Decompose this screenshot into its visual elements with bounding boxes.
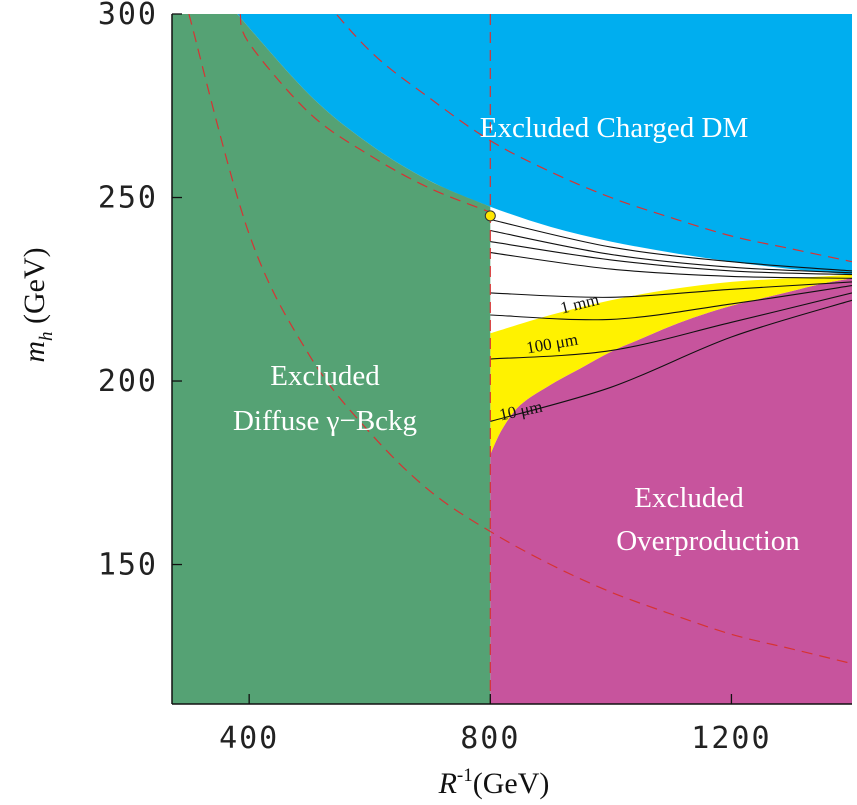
chart-labels: 400 800 1200 150 200 250 300 R-1(GeV) mh (GeV) Ex… — [18, 0, 800, 800]
y-axis-label: mh (GeV) — [18, 247, 57, 362]
x-tick-label: 400 — [219, 721, 279, 756]
lifetime-contour-5 — [490, 285, 852, 321]
charged-dm-region — [237, 14, 852, 275]
lifetime-contour-1 — [490, 229, 852, 274]
dashed-curve-1 — [239, 14, 491, 213]
lifetime-contour-2 — [490, 241, 852, 276]
region-label-overproduction-2: Overproduction — [616, 525, 800, 557]
lifetime-contour-3 — [490, 252, 852, 279]
region-label-charged-dm: Excluded Charged DM — [480, 112, 748, 144]
x-axis-label: R-1(GeV) — [438, 765, 550, 800]
y-tick-label: 200 — [98, 364, 158, 399]
plot-regions — [172, 14, 852, 704]
diffuse-gamma-region — [172, 14, 491, 704]
marker-point — [484, 210, 496, 222]
y-tick-label: 150 — [98, 548, 158, 583]
region-label-diffuse-2: Diffuse γ−Bckg — [233, 405, 417, 437]
x-tick-label: 1200 — [691, 721, 771, 756]
lifetime-contour-0 — [490, 218, 852, 272]
y-tick-label: 250 — [98, 181, 158, 216]
region-label-overproduction-1: Excluded — [634, 482, 744, 514]
lifetime-contour-4 — [490, 281, 852, 298]
x-tick-label: 800 — [460, 721, 520, 756]
lifetime-contour-7 — [490, 299, 852, 422]
overproduction-region — [490, 278, 852, 704]
lifetime-contour-6 — [490, 292, 852, 360]
y-tick-label: 300 — [98, 0, 158, 32]
region-label-diffuse-1: Excluded — [270, 360, 380, 392]
plot-area — [171, 13, 852, 705]
